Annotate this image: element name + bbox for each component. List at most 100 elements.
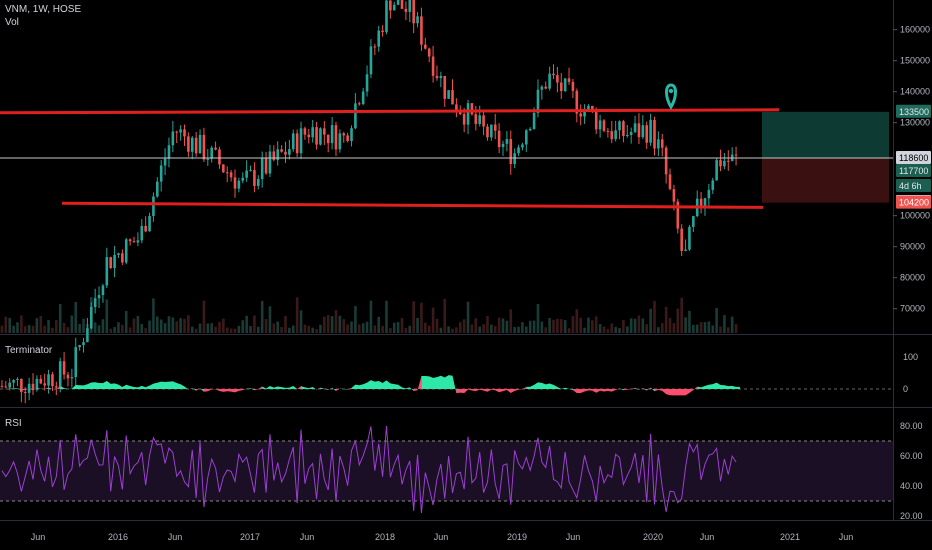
volume-bar [447, 326, 450, 333]
volume-bar [272, 323, 276, 333]
candle-body [55, 386, 58, 388]
candle-body [0, 386, 4, 388]
volume-bar [633, 318, 637, 333]
candle-body [373, 46, 377, 48]
candle-body [540, 86, 544, 90]
volume-bar [346, 324, 349, 333]
volume-bar [626, 326, 629, 333]
volume-bar [354, 306, 357, 333]
candle-body [97, 295, 101, 299]
volume-bar [602, 326, 606, 333]
candle-body [101, 285, 105, 296]
candle-body [649, 119, 652, 143]
candle-body [598, 120, 602, 130]
volume-bar [556, 318, 559, 333]
candle-body [136, 240, 140, 243]
volume-bar [303, 324, 307, 333]
time-axis-label: Jun [700, 532, 715, 542]
volume-bar [408, 325, 412, 333]
candle-body [688, 226, 691, 250]
volume-bar [614, 326, 617, 333]
candle-body [474, 114, 478, 125]
price-tick-label: 80000 [900, 273, 925, 283]
volume-bar [730, 316, 734, 333]
candle-body [664, 147, 668, 175]
volume-bar [622, 320, 625, 333]
volume-bar [225, 327, 229, 333]
candle-body [171, 131, 175, 146]
price-tag-label: 4d 6h [899, 181, 922, 191]
rsi-tick-label: 20.00 [900, 511, 923, 521]
candle-body [435, 75, 439, 79]
candle-body [4, 386, 8, 388]
candle-body [109, 257, 112, 269]
time-axis-label: Jun [839, 532, 854, 542]
volume-bar [680, 297, 683, 333]
price-tick-label: 140000 [900, 87, 930, 97]
candle-body [552, 73, 555, 76]
candle-body [563, 78, 567, 92]
candle-body [493, 124, 497, 131]
volume-bar [563, 320, 567, 333]
candle-body [676, 201, 680, 229]
volume-bar [389, 328, 392, 333]
stop-zone [762, 158, 889, 203]
time-axis-label: Jun [300, 532, 315, 542]
volume-bar [330, 316, 334, 333]
candle-body [525, 130, 528, 145]
rsi-line [1, 425, 737, 514]
candle-body [668, 174, 672, 190]
volume-bar [39, 316, 43, 333]
candle-body [144, 225, 147, 232]
volume-bar [47, 319, 50, 333]
candle-body [653, 119, 656, 149]
volume-bar [361, 323, 365, 333]
volume-bar [501, 318, 505, 333]
candle-body [330, 125, 334, 144]
volume-bar [117, 322, 120, 333]
candle-body [447, 90, 450, 99]
volume-bar [575, 309, 579, 333]
volume-bar [12, 325, 15, 333]
candle-body [245, 170, 248, 178]
volume-bar [82, 318, 85, 333]
candle-body [416, 16, 419, 24]
candle-body [420, 16, 423, 45]
volume-bar [70, 315, 74, 333]
candle-body [167, 145, 171, 159]
volume-bar [136, 315, 140, 333]
candle-body [346, 135, 349, 142]
volume-bar [241, 320, 245, 333]
candle-body [501, 143, 505, 148]
candle-body [618, 121, 621, 131]
candle-body [291, 133, 295, 150]
volume-bar [365, 321, 369, 333]
marker-shape [665, 83, 677, 110]
candle-body [202, 134, 206, 160]
volume-bar [167, 316, 171, 333]
terminator-tick-label: 0 [903, 384, 908, 394]
volume-bar [78, 323, 81, 333]
candle-body [350, 128, 353, 142]
time-axis-label: Jun [168, 532, 183, 542]
candle-body [711, 180, 715, 190]
candle-body [583, 109, 586, 117]
candle-body [218, 149, 221, 165]
candle-body [190, 137, 194, 152]
volume-bar [396, 322, 400, 333]
volume-bar [93, 322, 97, 333]
candle-body [272, 151, 276, 160]
candle-body [556, 75, 559, 83]
candle-body [482, 115, 485, 127]
volume-bar [373, 325, 377, 333]
volume-bar [311, 327, 314, 333]
candle-body [124, 239, 128, 263]
price-tick-label: 70000 [900, 304, 925, 314]
candle-body [43, 383, 46, 386]
candle-body [443, 76, 447, 99]
candle-body [20, 378, 23, 393]
support-line [61, 201, 764, 209]
volume-bar [315, 328, 318, 333]
volume-bar [233, 328, 237, 333]
